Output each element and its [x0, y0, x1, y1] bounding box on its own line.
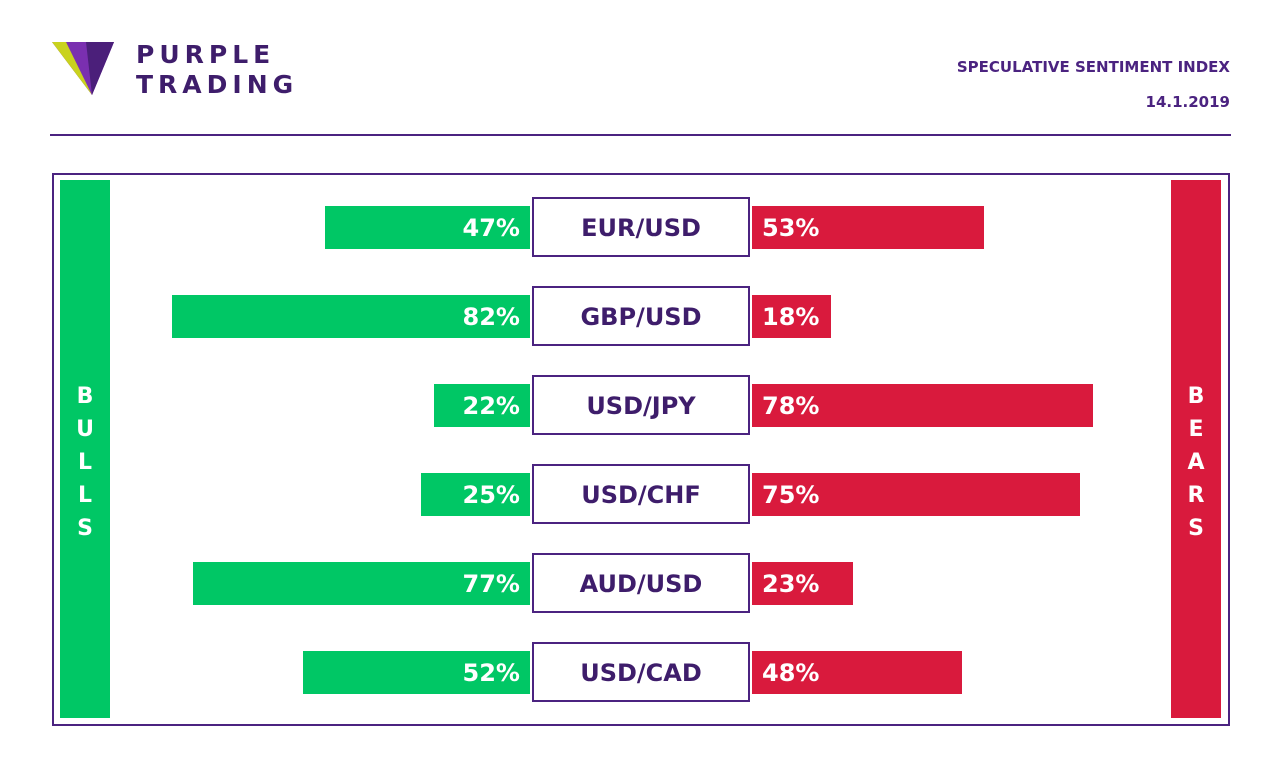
header-divider — [50, 134, 1231, 136]
currency-pair-label: USD/CHF — [532, 464, 750, 524]
brand-logo-icon — [52, 42, 114, 95]
chart-row: 52% 48% USD/CAD — [0, 642, 1280, 702]
bears-bar: 75% — [752, 473, 1080, 516]
bulls-bar: 52% — [302, 651, 530, 694]
brand-name-line1: PURPLE — [136, 40, 276, 69]
chart-frame — [52, 173, 1230, 726]
bulls-bar: 22% — [433, 384, 530, 427]
page-date: 14.1.2019 — [1145, 93, 1230, 111]
bears-bar: 18% — [752, 295, 831, 338]
currency-pair-label: EUR/USD — [532, 197, 750, 257]
bears-bar: 23% — [752, 562, 853, 605]
chart-row: 25% 75% USD/CHF — [0, 464, 1280, 524]
brand-name: PURPLE TRADING — [136, 40, 298, 100]
currency-pair-label: USD/JPY — [532, 375, 750, 435]
bears-bar: 53% — [752, 206, 984, 249]
currency-pair-label: AUD/USD — [532, 553, 750, 613]
bears-bar: 48% — [752, 651, 962, 694]
bulls-bar: 77% — [193, 562, 530, 605]
bulls-bar: 82% — [171, 295, 530, 338]
currency-pair-label: GBP/USD — [532, 286, 750, 346]
bulls-bar: 47% — [324, 206, 530, 249]
brand-logo: PURPLE TRADING — [52, 40, 322, 100]
bulls-bar: 25% — [420, 473, 530, 516]
brand-name-line2: TRADING — [136, 70, 299, 99]
chart-row: 82% 18% GBP/USD — [0, 286, 1280, 346]
chart-row: 77% 23% AUD/USD — [0, 553, 1280, 613]
page-title: SPECULATIVE SENTIMENT INDEX — [956, 58, 1230, 76]
chart-row: 22% 78% USD/JPY — [0, 375, 1280, 435]
bears-bar: 78% — [752, 384, 1093, 427]
currency-pair-label: USD/CAD — [532, 642, 750, 702]
chart-row: 47% 53% EUR/USD — [0, 197, 1280, 257]
